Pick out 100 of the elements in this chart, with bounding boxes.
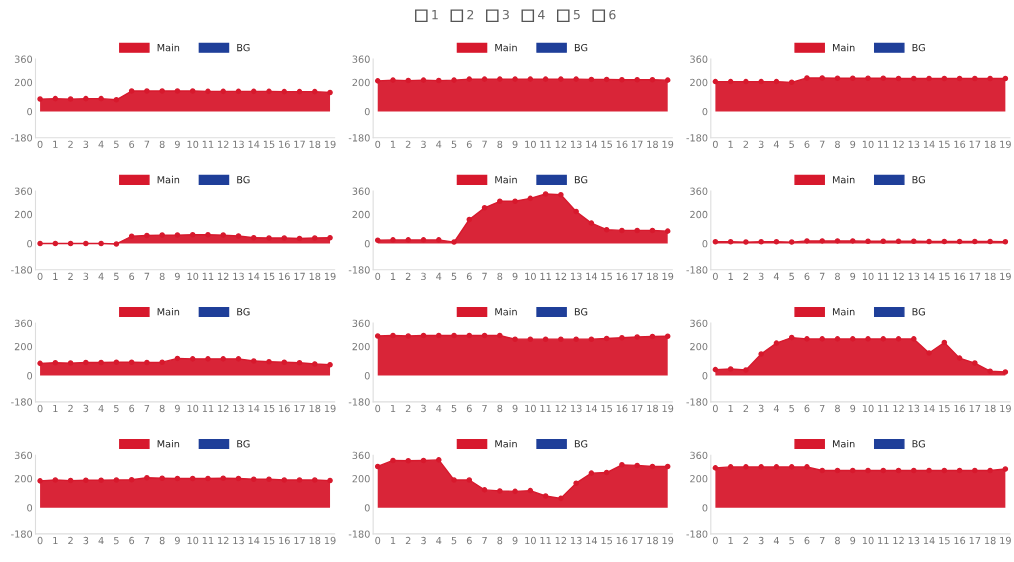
- x-tick-label: 8: [159, 404, 165, 413]
- point: [189, 88, 196, 94]
- point: [527, 195, 534, 202]
- x-tick-label: 3: [83, 536, 89, 545]
- x-tick-label: 19: [1000, 536, 1011, 545]
- x-tick-label: 7: [144, 536, 150, 545]
- x-tick-label: 18: [984, 140, 996, 148]
- x-tick-label: 3: [758, 404, 764, 413]
- y-tick-label: 0: [702, 240, 708, 248]
- x-tick-label: 17: [969, 272, 981, 280]
- x-tick-label: 5: [789, 536, 794, 545]
- x-tick-label: 14: [248, 140, 260, 148]
- x-tick-label: 6: [804, 536, 810, 545]
- x-tick-label: 7: [819, 140, 825, 148]
- point: [52, 240, 59, 247]
- x-tick-label: 10: [525, 404, 536, 413]
- x-tick-label: 10: [187, 272, 199, 281]
- y-tick-label: -180: [686, 266, 708, 274]
- x-tick-label: 6: [466, 140, 472, 148]
- x-tick-label: 16: [279, 272, 290, 281]
- x-tick-label: 4: [773, 536, 779, 545]
- x-tick-label: 2: [405, 272, 411, 280]
- point: [619, 462, 625, 468]
- point: [819, 336, 826, 342]
- x-tick-label: 3: [758, 272, 764, 281]
- x-tick-label: 11: [878, 404, 889, 412]
- x-tick-label: 9: [850, 536, 856, 545]
- y-tick-label: 0: [27, 240, 33, 248]
- x-tick-label: 1: [728, 404, 733, 412]
- x-tick-label: 15: [939, 272, 950, 281]
- point: [390, 237, 396, 243]
- x-tick-label: 6: [129, 536, 135, 545]
- x-tick-label: 4: [98, 140, 104, 148]
- x-tick-label: 10: [862, 404, 874, 413]
- x-tick-label: 6: [466, 404, 472, 413]
- x-tick-label: 6: [804, 272, 810, 281]
- x-tick-label: 5: [451, 140, 457, 148]
- x-tick-label: 1: [53, 140, 58, 148]
- x-tick-label: 10: [862, 272, 874, 281]
- point: [987, 368, 993, 375]
- point: [98, 240, 104, 247]
- x-tick-label: 9: [850, 404, 856, 413]
- point: [296, 88, 303, 95]
- x-tick-label: 6: [466, 536, 472, 545]
- x-tick-label: 18: [647, 404, 658, 413]
- legend-label: BG: [912, 308, 925, 316]
- x-tick-label: 8: [497, 272, 503, 281]
- x-tick-label: 1: [53, 272, 58, 280]
- x-tick-label: 19: [324, 140, 336, 148]
- x-tick-label: 4: [436, 404, 442, 412]
- point: [374, 463, 381, 470]
- point: [250, 234, 257, 241]
- text: 5: [573, 10, 580, 20]
- legend-label: Main: [495, 43, 517, 52]
- y-tick-label: 200: [690, 210, 708, 219]
- point: [144, 232, 150, 239]
- x-tick-label: 2: [405, 140, 411, 148]
- x-tick-label: 13: [233, 404, 244, 413]
- y-tick-label: 360: [690, 319, 708, 327]
- point: [527, 487, 534, 494]
- legend-label: BG: [912, 440, 925, 448]
- x-tick-label: 17: [632, 536, 643, 545]
- point: [588, 220, 595, 226]
- x-tick-label: 13: [908, 536, 920, 545]
- point: [327, 89, 333, 96]
- x-tick-label: 1: [53, 536, 58, 545]
- legend-label: Main: [157, 175, 180, 184]
- x-tick-label: 3: [421, 536, 426, 545]
- point: [98, 359, 104, 366]
- x-tick-label: 14: [923, 140, 935, 148]
- x-tick-label: 5: [451, 536, 457, 545]
- legend-label: BG: [574, 308, 588, 316]
- x-tick-label: 8: [159, 272, 165, 281]
- x-tick-label: 15: [939, 140, 950, 148]
- x-tick-label: 3: [83, 404, 89, 413]
- legend-label: Main: [157, 307, 180, 316]
- point: [880, 336, 887, 342]
- point: [758, 351, 764, 357]
- y-tick-label: -180: [348, 398, 370, 406]
- x-tick-label: 6: [129, 404, 135, 413]
- point: [466, 477, 473, 483]
- point: [512, 488, 518, 495]
- x-tick-label: 14: [586, 272, 598, 280]
- point: [250, 88, 257, 95]
- x-tick-label: 8: [497, 404, 503, 413]
- x-tick-label: 18: [647, 536, 658, 545]
- y-tick-label: 0: [27, 372, 33, 380]
- x-tick-label: 16: [954, 404, 966, 413]
- x-tick-label: 0: [37, 140, 43, 148]
- legend-label: Main: [832, 307, 855, 316]
- point: [266, 88, 272, 95]
- x-tick-label: 17: [632, 272, 643, 280]
- y-tick-label: 200: [690, 78, 708, 87]
- point: [405, 237, 412, 243]
- x-tick-label: 19: [324, 536, 336, 545]
- point: [281, 359, 288, 365]
- x-tick-label: 9: [174, 272, 180, 281]
- x-tick-label: 12: [893, 536, 904, 545]
- y-tick-label: 360: [690, 187, 708, 195]
- point: [497, 198, 503, 205]
